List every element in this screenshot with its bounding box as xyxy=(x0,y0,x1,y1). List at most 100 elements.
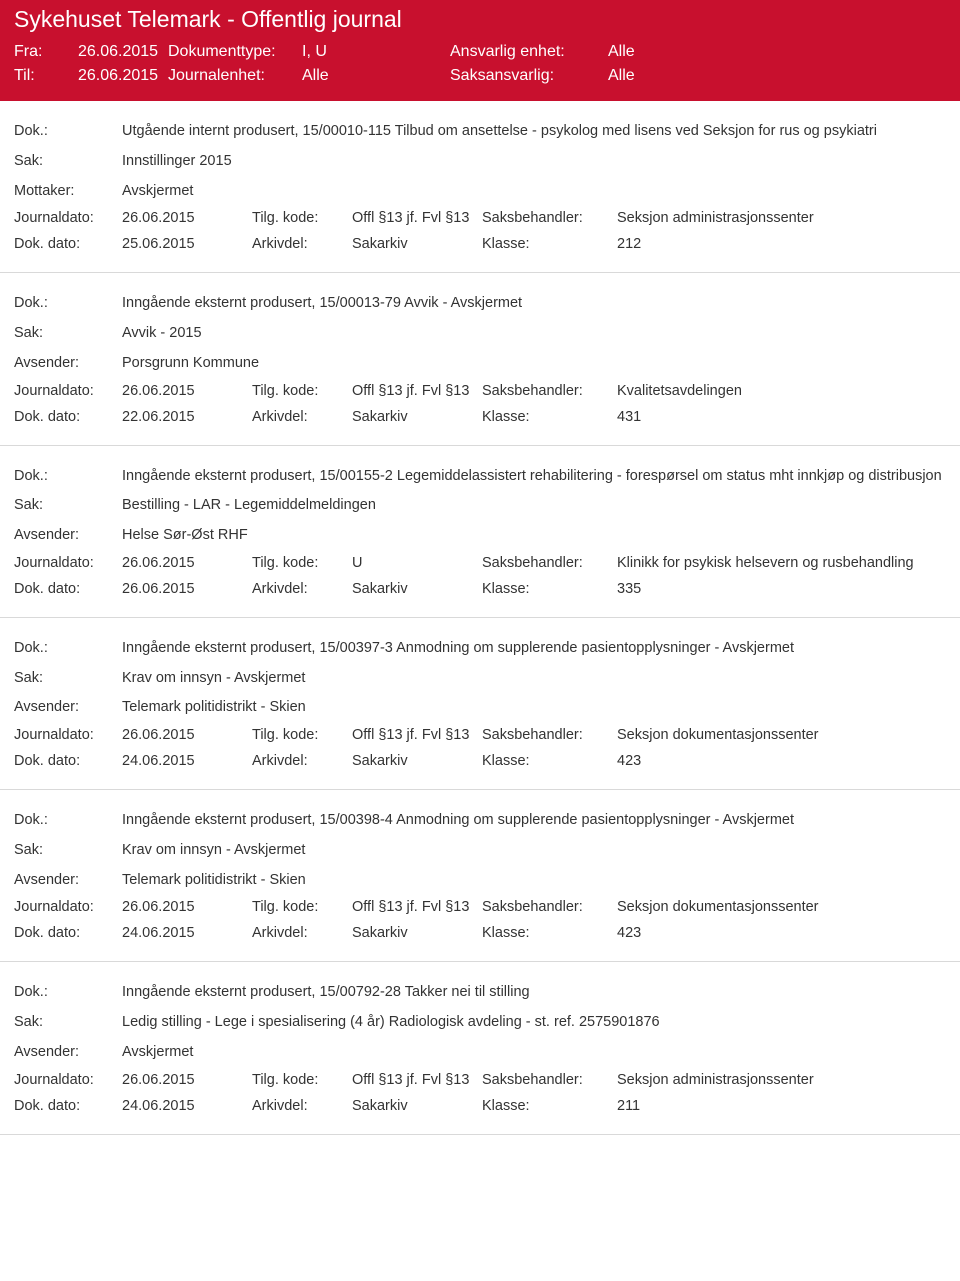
klasse-label: Klasse: xyxy=(482,581,617,597)
dok-label: Dok.: xyxy=(14,638,122,660)
saksbehandler-value: Seksjon dokumentasjonssenter xyxy=(617,899,946,915)
klasse-label: Klasse: xyxy=(482,409,617,425)
saksbehandler-label: Saksbehandler: xyxy=(482,1072,617,1088)
klasse-value: 212 xyxy=(617,236,946,252)
klasse-label: Klasse: xyxy=(482,236,617,252)
tilgkode-value: U xyxy=(352,555,482,571)
dokdato-value: 25.06.2015 xyxy=(122,236,252,252)
saksbehandler-label: Saksbehandler: xyxy=(482,899,617,915)
party-value: Helse Sør-Øst RHF xyxy=(122,525,946,547)
journaldato-label: Journaldato: xyxy=(14,210,122,226)
dok-value: Inngående eksternt produsert, 15/00013-7… xyxy=(122,293,946,315)
journaldato-value: 26.06.2015 xyxy=(122,383,252,399)
til-value: 26.06.2015 xyxy=(78,67,168,85)
tilgkode-label: Tilg. kode: xyxy=(252,1072,352,1088)
arkivdel-value: Sakarkiv xyxy=(352,753,482,769)
arkivdel-value: Sakarkiv xyxy=(352,1098,482,1114)
sak-label: Sak: xyxy=(14,1012,122,1034)
dokdato-value: 24.06.2015 xyxy=(122,753,252,769)
sak-label: Sak: xyxy=(14,668,122,690)
saksansvarlig-value: Alle xyxy=(608,67,946,85)
tilgkode-value: Offl §13 jf. Fvl §13 xyxy=(352,727,482,743)
klasse-value: 431 xyxy=(617,409,946,425)
journaldato-label: Journaldato: xyxy=(14,727,122,743)
sak-value: Innstillinger 2015 xyxy=(122,151,946,173)
sak-value: Avvik - 2015 xyxy=(122,323,946,345)
dok-label: Dok.: xyxy=(14,982,122,1004)
dokdato-value: 24.06.2015 xyxy=(122,1098,252,1114)
sak-value: Krav om innsyn - Avskjermet xyxy=(122,668,946,690)
klasse-value: 335 xyxy=(617,581,946,597)
journal-entry: Dok.: Utgående internt produsert, 15/000… xyxy=(0,101,960,273)
journaldato-label: Journaldato: xyxy=(14,1072,122,1088)
klasse-value: 423 xyxy=(617,925,946,941)
party-value: Porsgrunn Kommune xyxy=(122,353,946,375)
klasse-label: Klasse: xyxy=(482,1098,617,1114)
klasse-value: 423 xyxy=(617,753,946,769)
ansvarlig-label: Ansvarlig enhet: xyxy=(450,43,608,61)
klasse-label: Klasse: xyxy=(482,925,617,941)
journaldato-value: 26.06.2015 xyxy=(122,899,252,915)
tilgkode-label: Tilg. kode: xyxy=(252,383,352,399)
klasse-value: 211 xyxy=(617,1098,946,1114)
saksbehandler-value: Klinikk for psykisk helsevern og rusbeha… xyxy=(617,555,946,571)
arkivdel-label: Arkivdel: xyxy=(252,236,352,252)
header-row-2: Til: 26.06.2015 Journalenhet: Alle Saksa… xyxy=(14,67,946,85)
arkivdel-label: Arkivdel: xyxy=(252,753,352,769)
journal-entry: Dok.: Inngående eksternt produsert, 15/0… xyxy=(0,790,960,962)
arkivdel-label: Arkivdel: xyxy=(252,581,352,597)
sak-label: Sak: xyxy=(14,323,122,345)
saksbehandler-label: Saksbehandler: xyxy=(482,210,617,226)
tilgkode-label: Tilg. kode: xyxy=(252,727,352,743)
saksbehandler-value: Seksjon dokumentasjonssenter xyxy=(617,727,946,743)
journaldato-label: Journaldato: xyxy=(14,555,122,571)
til-label: Til: xyxy=(14,67,78,85)
dok-label: Dok.: xyxy=(14,293,122,315)
ansvarlig-value: Alle xyxy=(608,43,946,61)
journal-entry: Dok.: Inngående eksternt produsert, 15/0… xyxy=(0,618,960,790)
dokdato-label: Dok. dato: xyxy=(14,1098,122,1114)
dokdato-label: Dok. dato: xyxy=(14,581,122,597)
sak-label: Sak: xyxy=(14,495,122,517)
report-title: Sykehuset Telemark - Offentlig journal xyxy=(14,6,946,33)
dokdato-label: Dok. dato: xyxy=(14,925,122,941)
journaldato-label: Journaldato: xyxy=(14,899,122,915)
klasse-label: Klasse: xyxy=(482,753,617,769)
sak-value: Bestilling - LAR - Legemiddelmeldingen xyxy=(122,495,946,517)
party-label: Avsender: xyxy=(14,697,122,719)
dokdato-value: 24.06.2015 xyxy=(122,925,252,941)
journaldato-value: 26.06.2015 xyxy=(122,210,252,226)
sak-label: Sak: xyxy=(14,840,122,862)
saksbehandler-value: Seksjon administrasjonssenter xyxy=(617,210,946,226)
dokdato-label: Dok. dato: xyxy=(14,753,122,769)
party-value: Telemark politidistrikt - Skien xyxy=(122,697,946,719)
arkivdel-value: Sakarkiv xyxy=(352,925,482,941)
tilgkode-label: Tilg. kode: xyxy=(252,899,352,915)
journaldato-value: 26.06.2015 xyxy=(122,727,252,743)
journalenhet-value: Alle xyxy=(302,67,450,85)
dok-value: Inngående eksternt produsert, 15/00398-4… xyxy=(122,810,946,832)
arkivdel-label: Arkivdel: xyxy=(252,409,352,425)
dokdato-label: Dok. dato: xyxy=(14,409,122,425)
arkivdel-value: Sakarkiv xyxy=(352,236,482,252)
fra-value: 26.06.2015 xyxy=(78,43,168,61)
dokumenttype-label: Dokumenttype: xyxy=(168,43,302,61)
party-value: Avskjermet xyxy=(122,181,946,203)
saksbehandler-value: Kvalitetsavdelingen xyxy=(617,383,946,399)
tilgkode-label: Tilg. kode: xyxy=(252,210,352,226)
journal-entry: Dok.: Inngående eksternt produsert, 15/0… xyxy=(0,962,960,1134)
dok-label: Dok.: xyxy=(14,466,122,488)
party-label: Avsender: xyxy=(14,525,122,547)
journaldato-value: 26.06.2015 xyxy=(122,555,252,571)
saksbehandler-label: Saksbehandler: xyxy=(482,383,617,399)
party-label: Mottaker: xyxy=(14,181,122,203)
saksbehandler-label: Saksbehandler: xyxy=(482,555,617,571)
dok-value: Inngående eksternt produsert, 15/00397-3… xyxy=(122,638,946,660)
dokdato-value: 22.06.2015 xyxy=(122,409,252,425)
journal-entry: Dok.: Inngående eksternt produsert, 15/0… xyxy=(0,273,960,445)
journalenhet-label: Journalenhet: xyxy=(168,67,302,85)
tilgkode-value: Offl §13 jf. Fvl §13 xyxy=(352,383,482,399)
dok-value: Utgående internt produsert, 15/00010-115… xyxy=(122,121,946,143)
dokumenttype-value: I, U xyxy=(302,43,450,61)
header-row-1: Fra: 26.06.2015 Dokumenttype: I, U Ansva… xyxy=(14,43,946,61)
